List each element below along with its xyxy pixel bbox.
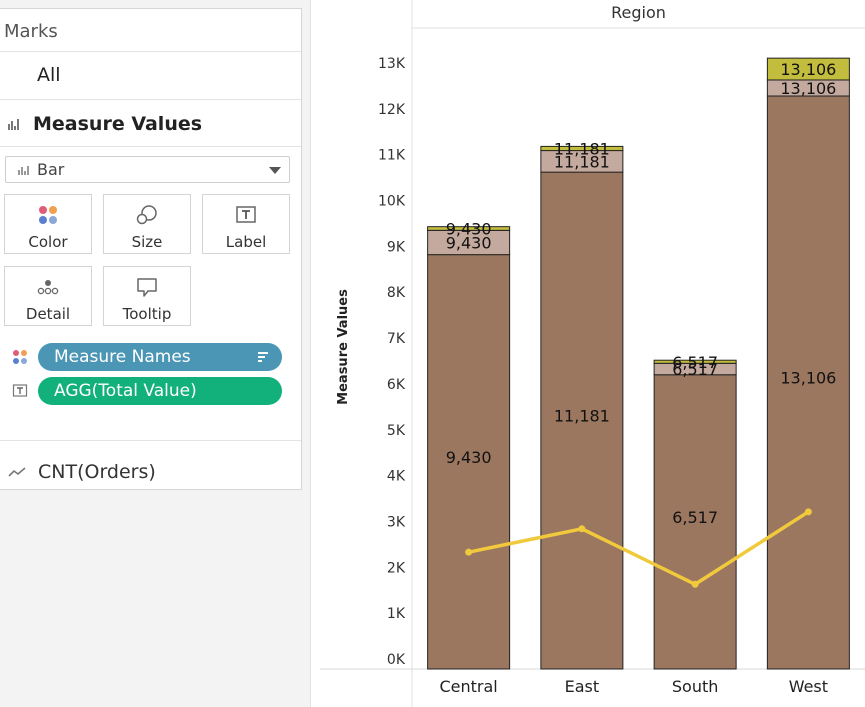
data-label: 11,181 <box>554 152 610 171</box>
marks-title: Marks <box>4 21 58 42</box>
line-chart-icon <box>8 467 26 477</box>
chevron-down-icon <box>269 167 281 174</box>
marks-card: Marks All Measure Values Bar <box>0 8 302 490</box>
cnt-orders-point <box>691 580 699 588</box>
detail-button-label: Detail <box>25 305 71 323</box>
x-tick-label: East <box>565 677 600 696</box>
data-label: 6,517 <box>672 508 718 527</box>
size-circles-icon <box>104 204 190 226</box>
mark-type-dropdown[interactable]: Bar <box>5 156 290 183</box>
cnt-orders-point <box>804 508 812 516</box>
label-text-icon <box>203 204 289 226</box>
total-value-pill[interactable]: AGG(Total Value) <box>38 377 282 405</box>
bar-segment <box>766 57 850 81</box>
data-label: 6,517 <box>672 353 718 372</box>
bar-segment <box>653 374 737 670</box>
size-button[interactable]: Size <box>103 194 191 254</box>
data-label: 13,106 <box>780 79 836 98</box>
y-tick-label: 2K <box>387 560 406 576</box>
marks-all-tab[interactable]: All <box>37 64 61 86</box>
divider <box>0 99 301 100</box>
y-tick-label: 5K <box>387 423 406 439</box>
marks-cnt-orders-tab[interactable]: CNT(Orders) <box>8 461 156 483</box>
data-label: 11,181 <box>554 139 610 158</box>
cnt-orders-point <box>465 548 473 556</box>
x-tick-label: West <box>789 677 828 696</box>
y-tick-label: 8K <box>387 285 406 301</box>
divider <box>0 51 301 52</box>
label-button-label: Label <box>225 233 267 251</box>
stacked-bar-line-chart: Region Measure Values 0K 1K 2K 3K 4K 5K 6K 7K 8K 9K… <box>320 0 865 707</box>
sort-descending-icon <box>258 352 268 362</box>
measure-names-pill[interactable]: Measure Names <box>38 343 282 371</box>
measure-values-label: Measure Values <box>33 113 203 135</box>
bar-segment <box>427 226 511 231</box>
column-header: Region <box>611 3 666 22</box>
y-tick-label: 0K <box>387 652 406 668</box>
detail-button[interactable]: Detail <box>4 266 92 326</box>
bar-segment <box>653 359 737 364</box>
y-tick-label: 11K <box>378 148 406 164</box>
data-label: 11,181 <box>554 407 610 426</box>
data-label: 9,430 <box>446 233 492 252</box>
tooltip-bubble-icon <box>104 276 190 298</box>
size-button-label: Size <box>131 233 163 251</box>
bar-segment <box>540 145 624 152</box>
data-label: 13,106 <box>780 369 836 388</box>
y-tick-label: 3K <box>387 514 406 530</box>
y-tick-label: 9K <box>387 239 406 255</box>
total-value-shelf-row: AGG(Total Value) <box>12 377 282 405</box>
marks-measure-values-tab[interactable]: Measure Values <box>8 111 202 137</box>
bar-segment <box>427 229 511 256</box>
data-label: 6,517 <box>672 360 718 379</box>
bar-chart-icon <box>18 164 29 175</box>
tooltip-button-label: Tooltip <box>122 305 172 323</box>
measure-names-pill-label: Measure Names <box>54 347 191 367</box>
color-button[interactable]: Color <box>4 194 92 254</box>
divider <box>0 440 301 441</box>
data-label: 9,430 <box>446 220 492 239</box>
x-tick-label: Central <box>439 677 497 696</box>
divider <box>0 146 301 147</box>
mark-type-value: Bar <box>37 160 65 179</box>
color-dots-icon <box>13 350 27 364</box>
cnt-orders-line <box>468 510 810 587</box>
y-tick-label: 7K <box>387 331 406 347</box>
label-text-icon <box>12 384 28 397</box>
bar-segment <box>427 254 511 670</box>
bar-chart-icon <box>8 118 19 130</box>
y-tick-label: 12K <box>378 102 406 118</box>
cnt-orders-point <box>578 525 586 533</box>
y-tick-label: 13K <box>378 56 406 72</box>
label-button[interactable]: Label <box>202 194 290 254</box>
y-tick-label: 1K <box>387 606 406 622</box>
total-value-pill-label: AGG(Total Value) <box>54 381 197 401</box>
y-tick-label: 6K <box>387 377 406 393</box>
y-tick-label: 10K <box>378 194 406 210</box>
data-label: 9,430 <box>446 448 492 467</box>
measure-names-shelf-row: Measure Names <box>12 343 282 371</box>
y-tick-label: 4K <box>387 469 406 485</box>
x-tick-label: South <box>672 677 719 696</box>
detail-dots-icon <box>5 276 91 298</box>
color-dots-icon <box>5 204 91 226</box>
data-label: 13,106 <box>780 60 836 79</box>
color-button-label: Color <box>28 233 68 251</box>
y-axis-label: Measure Values <box>336 289 351 405</box>
tooltip-button[interactable]: Tooltip <box>103 266 191 326</box>
chart-area: Region Measure Values 0K 1K 2K 3K 4K 5K 6K 7K 8K 9K… <box>320 0 865 707</box>
bar-segment <box>540 171 624 670</box>
cnt-orders-label: CNT(Orders) <box>38 461 156 483</box>
left-pane: Marks All Measure Values Bar <box>0 0 311 707</box>
